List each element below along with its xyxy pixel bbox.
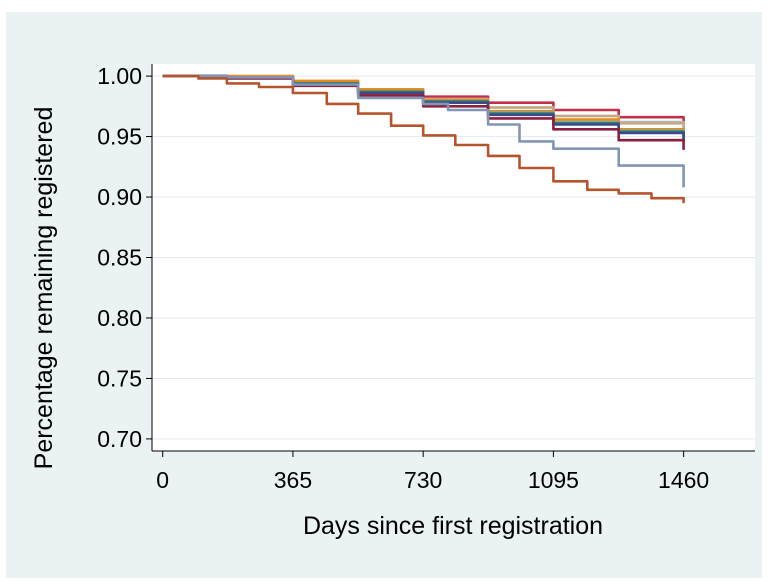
y-tick-label: 0.75 (97, 365, 142, 391)
series-line-10 (162, 74, 685, 204)
series-group (162, 74, 685, 204)
gridlines (152, 75, 755, 440)
x-tick-label: 365 (274, 467, 312, 493)
x-tick-label: 0 (156, 467, 169, 493)
y-tick-label: 0.90 (97, 184, 142, 210)
y-tick-label: 1.00 (97, 63, 142, 89)
x-tick-label: 1460 (658, 467, 709, 493)
y-tick-label: 0.80 (97, 305, 142, 331)
y-tick-label: 0.70 (97, 426, 142, 452)
x-axis-label: Days since first registration (303, 512, 603, 540)
x-tick-label: 730 (404, 467, 442, 493)
series-line-9 (162, 74, 685, 188)
y-tick-label: 0.95 (97, 124, 142, 150)
y-axis-label: Percentage remaining registered (30, 107, 58, 470)
x-tick-label: 1095 (528, 467, 579, 493)
y-axis-ticks: 0.70 0.75 0.80 0.85 0.90 0.95 1.00 (97, 63, 152, 452)
x-axis-ticks: 0 365 730 1095 1460 (156, 451, 709, 493)
y-tick-label: 0.85 (97, 245, 142, 271)
